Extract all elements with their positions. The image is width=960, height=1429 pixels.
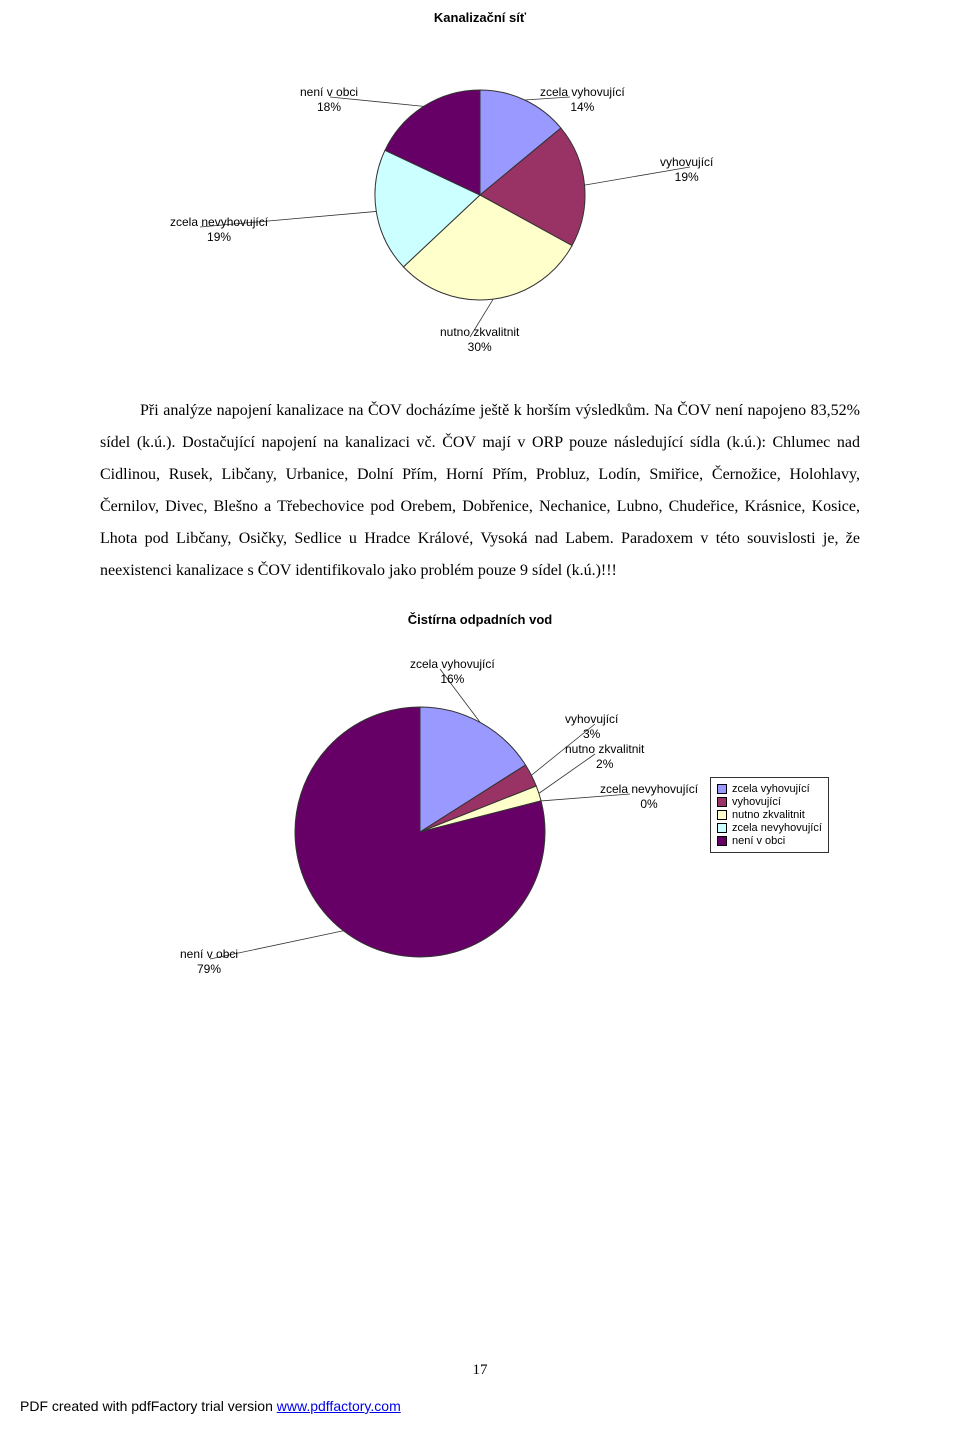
chart2-legend-item-0: zcela vyhovující bbox=[717, 783, 822, 795]
legend-swatch bbox=[717, 784, 727, 794]
body-paragraph: Při analýze napojení kanalizace na ČOV d… bbox=[100, 395, 860, 587]
chart2-legend-item-2: nutno zkvalitnit bbox=[717, 809, 822, 821]
chart2-legend-item-3: zcela nevyhovující bbox=[717, 822, 822, 834]
chart2-legend-item-1: vyhovující bbox=[717, 796, 822, 808]
chart2-label-2: nutno zkvalitnit 2% bbox=[565, 742, 644, 772]
chart1-label-0: zcela vyhovující 14% bbox=[540, 85, 625, 115]
chart1-title: Kanalizační síť bbox=[100, 10, 860, 25]
legend-label: vyhovující bbox=[732, 796, 781, 808]
legend-swatch bbox=[717, 810, 727, 820]
chart2-area: zcela vyhovující 16%vyhovující 3%nutno z… bbox=[100, 647, 860, 1007]
legend-label: není v obci bbox=[732, 835, 785, 847]
chart2-title: Čistírna odpadních vod bbox=[100, 612, 860, 627]
legend-label: zcela nevyhovující bbox=[732, 822, 822, 834]
footer: PDF created with pdfFactory trial versio… bbox=[20, 1398, 401, 1414]
legend-label: zcela vyhovující bbox=[732, 783, 810, 795]
footer-link[interactable]: www.pdffactory.com bbox=[277, 1398, 401, 1414]
chart1-label-1: vyhovující 19% bbox=[660, 155, 713, 185]
legend-label: nutno zkvalitnit bbox=[732, 809, 805, 821]
chart2-legend-item-4: není v obci bbox=[717, 835, 822, 847]
chart2-label-3: zcela nevyhovující 0% bbox=[600, 782, 698, 812]
chart1-area: zcela vyhovující 14% vyhovující 19% nutno … bbox=[100, 45, 860, 365]
legend-swatch bbox=[717, 797, 727, 807]
legend-swatch bbox=[717, 836, 727, 846]
chart2-label-1: vyhovující 3% bbox=[565, 712, 618, 742]
chart1-label-2: nutno zkvalitnit 30% bbox=[440, 325, 519, 355]
chart2-legend: zcela vyhovujícívyhovujícínutno zkvalitn… bbox=[710, 777, 829, 853]
page-number: 17 bbox=[473, 1362, 488, 1379]
chart2-label-4: není v obci 79% bbox=[180, 947, 238, 977]
chart2-label-0: zcela vyhovující 16% bbox=[410, 657, 495, 687]
chart1-label-4: není v obci 18% bbox=[300, 85, 358, 115]
chart1-label-3: zcela nevyhovující 19% bbox=[170, 215, 268, 245]
footer-text: PDF created with pdfFactory trial versio… bbox=[20, 1398, 277, 1414]
legend-swatch bbox=[717, 823, 727, 833]
